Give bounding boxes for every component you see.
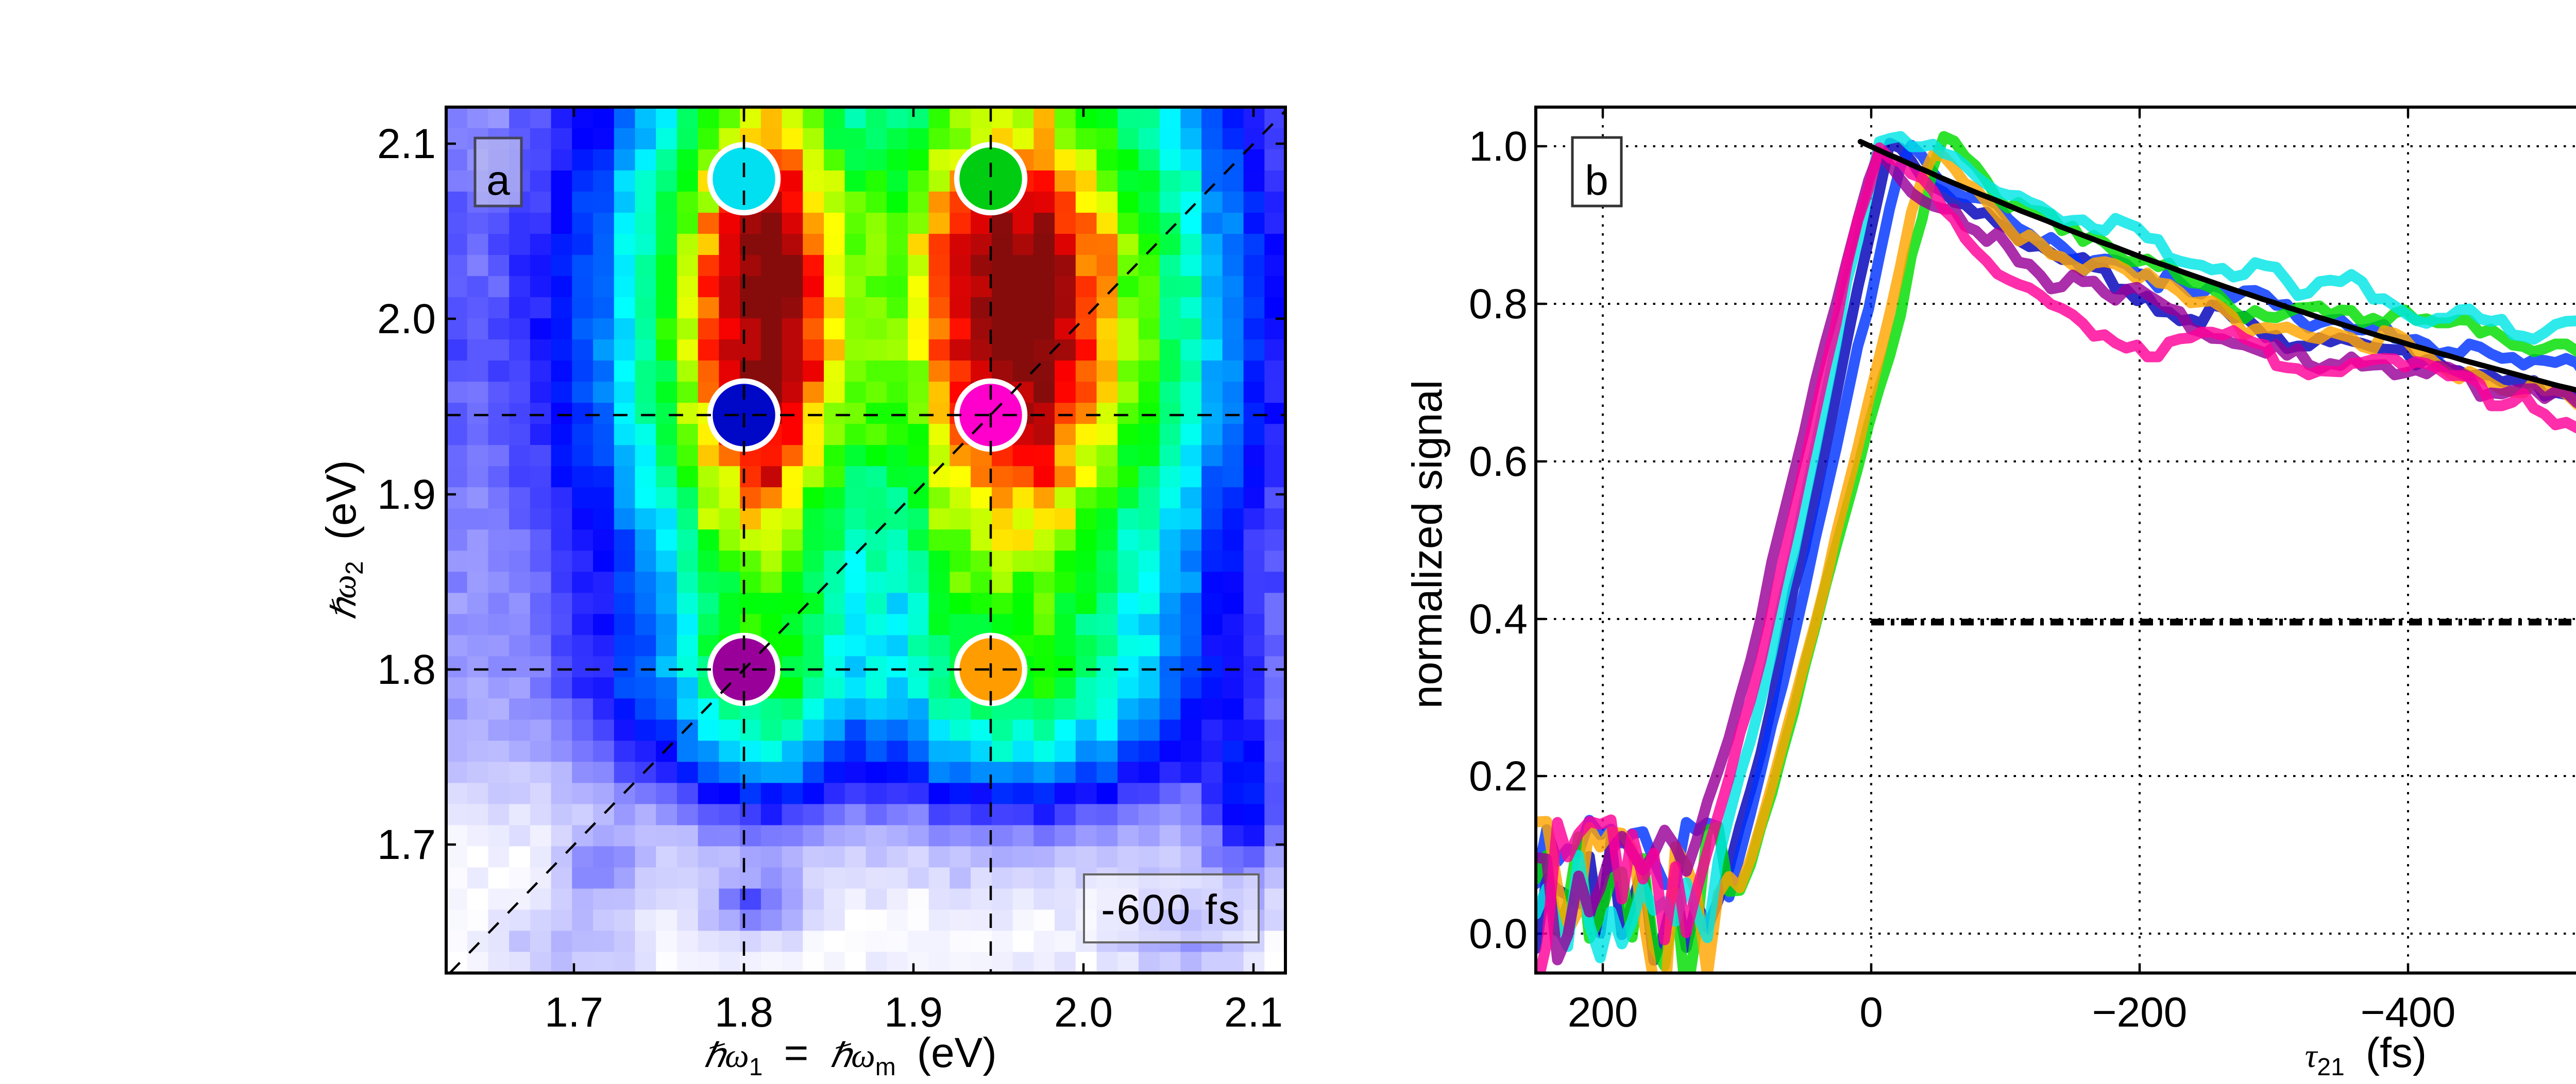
svg-text:b: b [1585,157,1608,204]
svg-text:1.7: 1.7 [545,989,603,1036]
svg-text:0.8: 0.8 [1469,281,1528,328]
svg-text:1.8: 1.8 [715,989,773,1036]
svg-text:normalized signal: normalized signal [1404,380,1451,709]
svg-text:0.2: 0.2 [1469,753,1528,800]
svg-text:-600 fs: -600 fs [1101,886,1241,933]
svg-text:a: a [486,157,510,204]
svg-text:1.7: 1.7 [377,821,436,868]
svg-text:1.9: 1.9 [884,989,943,1036]
svg-text:1.0: 1.0 [1469,123,1528,170]
svg-text:2.1: 2.1 [1224,989,1283,1036]
svg-text:0: 0 [1859,989,1883,1036]
svg-text:2.0: 2.0 [377,296,436,342]
svg-text:0.6: 0.6 [1469,438,1528,485]
svg-text:0.0: 0.0 [1469,910,1528,957]
svg-text:τ21 (fs): τ21 (fs) [2305,1029,2427,1081]
svg-text:200: 200 [1568,989,1638,1036]
svg-text:ℏω1 = ℏωm (eV): ℏω1 = ℏωm (eV) [703,1029,996,1081]
svg-text:ℏω2 (eV): ℏω2 (eV) [318,460,368,620]
svg-text:2.1: 2.1 [377,121,436,167]
svg-text:1.9: 1.9 [377,471,436,518]
svg-text:1.8: 1.8 [377,646,436,693]
svg-text:−400: −400 [2361,989,2456,1036]
svg-text:2.0: 2.0 [1054,989,1113,1036]
svg-text:−200: −200 [2092,989,2188,1036]
svg-text:0.4: 0.4 [1469,596,1528,643]
